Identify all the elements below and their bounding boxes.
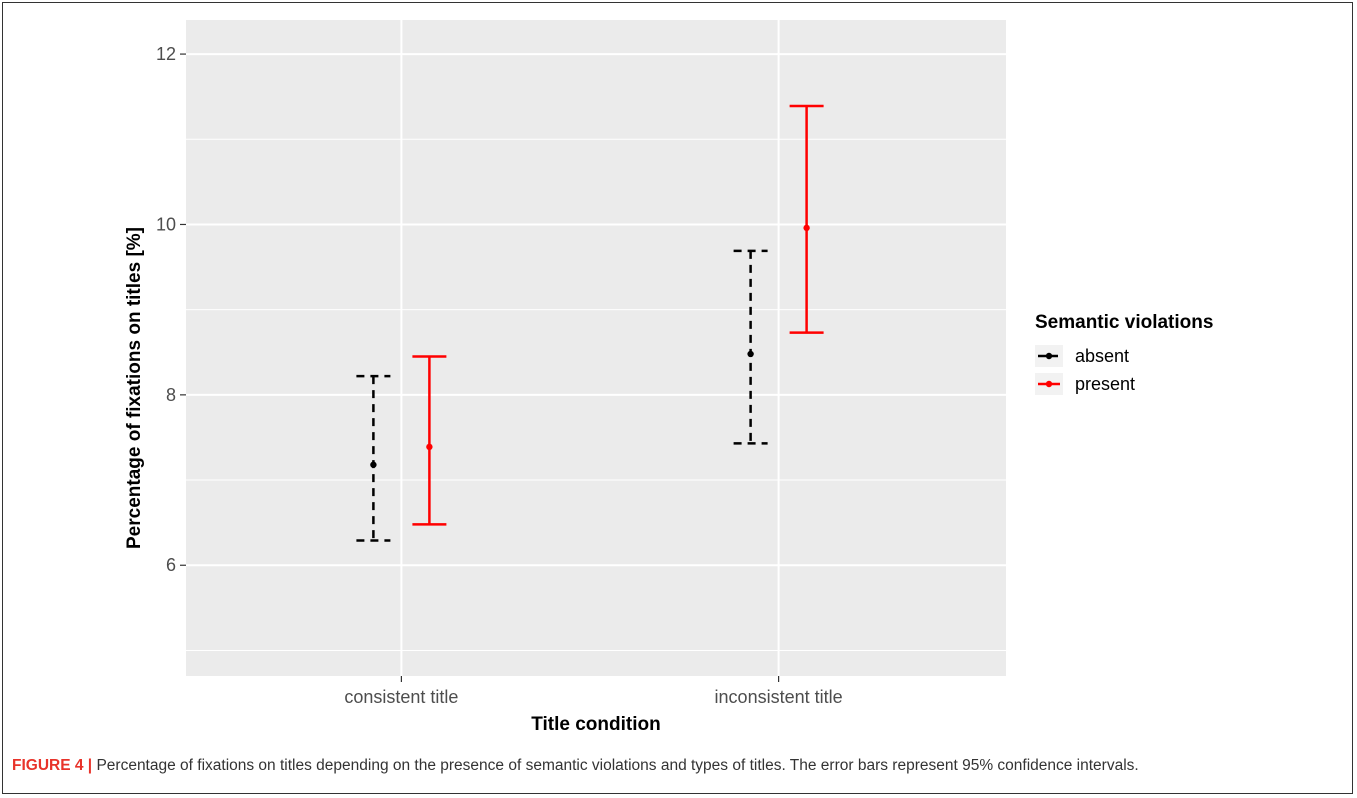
mean-point bbox=[747, 350, 754, 358]
legend-key-point bbox=[1045, 380, 1053, 388]
legend-label-absent: absent bbox=[1075, 346, 1129, 366]
error-bars bbox=[356, 104, 824, 542]
errorbar-absent bbox=[356, 374, 391, 542]
figure-caption: FIGURE 4 | Percentage of fixations on ti… bbox=[12, 757, 1347, 775]
errorbar-present bbox=[789, 104, 824, 334]
chart: 6 8 10 12 consistent title inconsistent titl… bbox=[124, 20, 1213, 735]
legend-label-present: present bbox=[1075, 374, 1135, 394]
mean-point bbox=[803, 224, 810, 232]
x-tick-label: inconsistent title bbox=[715, 687, 843, 707]
errorbar-present bbox=[412, 355, 447, 526]
grid-lines bbox=[186, 20, 1006, 676]
errorbar-absent bbox=[733, 249, 768, 445]
y-tick-label: 6 bbox=[166, 555, 176, 575]
y-tick-label: 12 bbox=[156, 44, 176, 64]
legend-title: Semantic violations bbox=[1035, 312, 1213, 333]
legend-key-point bbox=[1045, 352, 1053, 360]
legend: Semantic violations absent present bbox=[1035, 312, 1213, 395]
plot-panel bbox=[186, 20, 1006, 676]
y-tick-label: 8 bbox=[166, 385, 176, 405]
caption-text: Percentage of fixations on titles depend… bbox=[92, 757, 1139, 774]
y-axis-title: Percentage of fixations on titles [%] bbox=[124, 227, 145, 549]
mean-point bbox=[426, 443, 433, 451]
caption-label: FIGURE 4 | bbox=[12, 757, 93, 774]
x-tick-label: consistent title bbox=[344, 687, 458, 707]
x-axis-ticks: consistent title inconsistent title bbox=[344, 676, 843, 707]
y-axis-ticks: 6 8 10 12 bbox=[156, 44, 186, 575]
y-tick-label: 10 bbox=[156, 214, 176, 234]
x-axis-title: Title condition bbox=[531, 714, 660, 735]
mean-point bbox=[370, 461, 377, 468]
